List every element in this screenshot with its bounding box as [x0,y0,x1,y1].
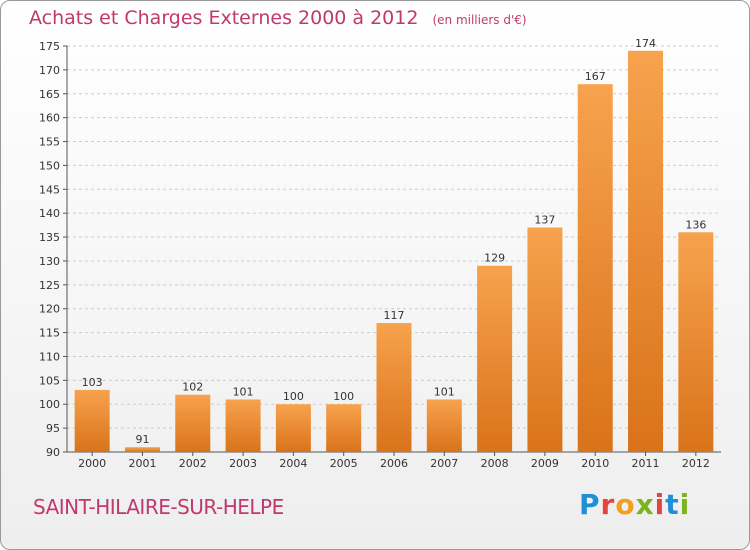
y-tick-label: 130 [39,255,60,268]
bar-value-label: 103 [82,376,103,389]
y-tick-label: 135 [39,231,60,244]
bar-value-label: 100 [333,390,354,403]
y-tick-label: 115 [39,327,60,340]
bar [477,265,513,452]
x-tick-label: 2006 [380,457,408,470]
bar [577,84,613,452]
brand-letter: o [615,488,636,521]
bar-value-label: 137 [534,214,555,227]
bar-value-label: 102 [182,381,203,394]
brand-letter: x [635,488,655,521]
x-tick-label: 2003 [229,457,257,470]
bar [124,447,160,452]
y-tick-label: 100 [39,398,60,411]
x-tick-label: 2010 [581,457,609,470]
bar-value-label: 117 [384,309,405,322]
bar [628,50,664,453]
bar [527,227,563,452]
bar-value-label: 101 [434,385,455,398]
bar [275,404,311,452]
x-tick-label: 2009 [531,457,559,470]
y-tick-label: 140 [39,207,60,220]
brand-letter: r [600,488,616,521]
x-tick-label: 2002 [179,457,207,470]
bar [426,399,462,452]
x-tick-label: 2012 [682,457,710,470]
proxiti-logo: Proxiti [579,488,690,521]
chart-subtitle: (en milliers d'€) [432,13,527,27]
y-tick-label: 145 [39,183,60,196]
y-tick-label: 120 [39,303,60,316]
x-tick-label: 2001 [128,457,156,470]
y-tick-label: 125 [39,279,60,292]
y-tick-label: 155 [39,136,60,149]
brand-letter: i [679,488,691,521]
y-tick-label: 165 [39,88,60,101]
bar-value-label: 136 [685,218,706,231]
bar [74,389,110,452]
x-tick-label: 2004 [279,457,307,470]
y-tick-label: 160 [39,112,60,125]
x-tick-label: 2005 [330,457,358,470]
bar-value-label: 129 [484,252,505,265]
y-tick-label: 175 [39,40,60,53]
bar [326,404,362,452]
x-tick-label: 2000 [78,457,106,470]
bar-value-label: 100 [283,390,304,403]
x-tick-label: 2007 [430,457,458,470]
commune-name: SAINT-HILAIRE-SUR-HELPE [33,495,284,519]
chart-title-block: Achats et Charges Externes 2000 à 2012 (e… [29,7,527,29]
y-tick-label: 105 [39,374,60,387]
bar [175,394,211,452]
bar-value-label: 91 [135,433,149,446]
bar [678,232,714,452]
y-tick-label: 170 [39,64,60,77]
brand-letter: i [654,488,666,521]
x-tick-label: 2008 [481,457,509,470]
y-tick-label: 110 [39,350,60,363]
x-tick-label: 2011 [632,457,660,470]
brand-letter: P [579,488,601,521]
bar-value-label: 101 [233,385,254,398]
bar-value-label: 167 [585,70,606,83]
y-tick-label: 150 [39,159,60,172]
bar [376,323,412,452]
y-tick-label: 90 [46,446,60,459]
brand-letter: t [665,488,680,521]
bar [225,399,261,452]
chart-title: Achats et Charges Externes 2000 à 2012 [29,7,419,29]
bar-value-label: 174 [635,37,656,50]
y-tick-label: 95 [46,422,60,435]
